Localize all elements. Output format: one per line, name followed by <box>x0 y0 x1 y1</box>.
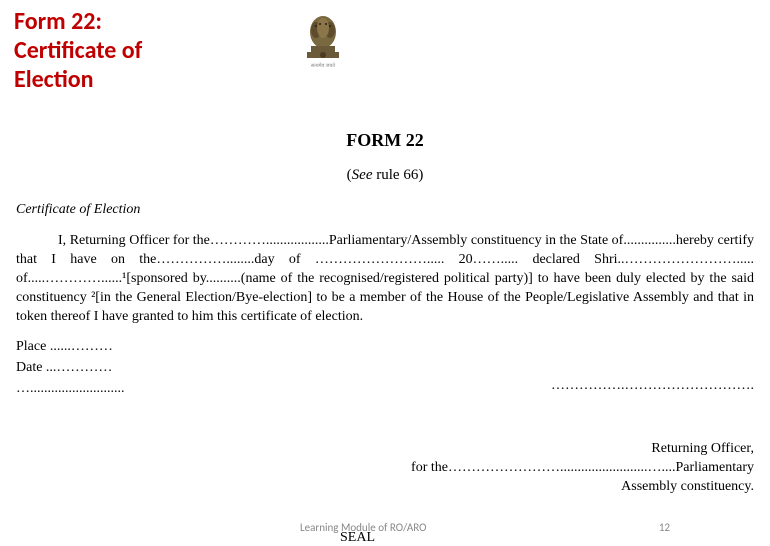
footer-page-number: 12 <box>659 521 670 534</box>
signature-block: Returning Officer, for the……………………......… <box>411 440 754 497</box>
for-the-line: for the…………………….........................… <box>411 459 754 478</box>
see-word: See <box>352 167 373 183</box>
signature-dots: …………….………………………. <box>551 378 754 394</box>
emblem-icon <box>301 8 345 62</box>
form-heading: FORM 22 <box>16 130 754 151</box>
emblem-caption: सत्यमेव जयते <box>295 64 351 70</box>
form-body: FORM 22 (See rule 66) Certificate of Ele… <box>16 130 754 399</box>
certificate-label: Certificate of Election <box>16 202 754 218</box>
certificate-paragraph: I, Returning Officer for the…………........… <box>16 232 754 326</box>
rule-ref: rule 66) <box>373 167 424 183</box>
date-line: Date ...………… <box>16 357 754 378</box>
place-line: Place ......……… <box>16 336 754 357</box>
footer-seal: SEAL <box>340 530 375 546</box>
slide-title: Form 22: Certificate of Election <box>14 8 174 94</box>
returning-officer-label: Returning Officer, <box>411 440 754 459</box>
national-emblem: सत्यमेव जयते <box>295 8 351 70</box>
form-subheading: (See rule 66) <box>16 167 754 184</box>
assembly-constituency-line: Assembly constituency. <box>411 478 754 497</box>
